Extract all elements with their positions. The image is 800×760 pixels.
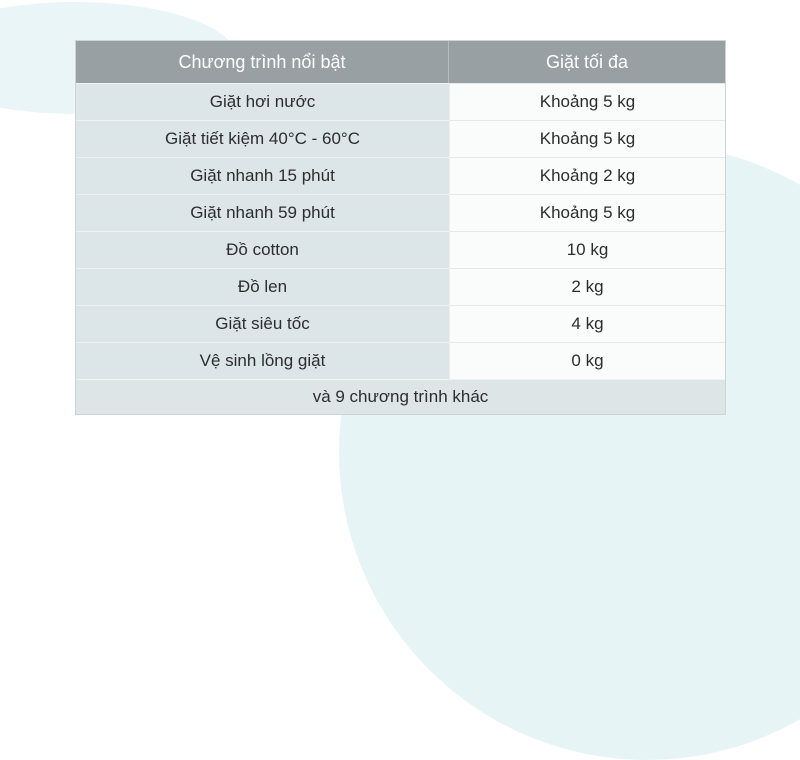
- header-cell-max-load: Giặt tối đa: [545, 51, 629, 72]
- table-row: Giặt tiết kiệm 40°C - 60°C Khoảng 5 kg: [76, 120, 725, 157]
- program-cell: Giặt hơi nước: [76, 83, 449, 120]
- table-row: Đồ cotton 10 kg: [76, 231, 725, 268]
- table-body: Giặt hơi nước Khoảng 5 kg Giặt tiết kiệm 4…: [76, 83, 725, 379]
- max-load-cell: 0 kg: [449, 342, 725, 379]
- program-cell: Đồ len: [76, 268, 449, 305]
- table-row: Giặt nhanh 15 phút Khoảng 2 kg: [76, 157, 725, 194]
- program-cell: Giặt siêu tốc: [76, 305, 449, 342]
- program-cell: Giặt nhanh 59 phút: [76, 194, 449, 231]
- program-cell: Đồ cotton: [76, 231, 449, 268]
- program-cell: Vệ sinh lồng giặt: [76, 342, 449, 379]
- table-row: Vệ sinh lồng giặt 0 kg: [76, 342, 725, 379]
- max-load-cell: Khoảng 5 kg: [449, 120, 725, 157]
- table-row: Đồ len 2 kg: [76, 268, 725, 305]
- max-load-cell: Khoảng 5 kg: [449, 83, 725, 120]
- max-load-cell: 10 kg: [449, 231, 725, 268]
- header-cell-program: Chương trình nổi bật: [76, 41, 449, 83]
- max-load-cell: Khoảng 2 kg: [449, 157, 725, 194]
- max-load-cell: Khoảng 5 kg: [449, 194, 725, 231]
- program-cell: Giặt tiết kiệm 40°C - 60°C: [76, 120, 449, 157]
- table-row: Giặt siêu tốc 4 kg: [76, 305, 725, 342]
- table-footer-note: và 9 chương trình khác: [76, 379, 725, 414]
- max-load-cell: 2 kg: [449, 268, 725, 305]
- table-row: Giặt hơi nước Khoảng 5 kg: [76, 83, 725, 120]
- program-cell: Giặt nhanh 15 phút: [76, 157, 449, 194]
- max-load-cell: 4 kg: [449, 305, 725, 342]
- table-header-row: Chương trình nổi bật Giặt tối đa: [76, 41, 725, 83]
- washing-programs-table: Chương trình nổi bật Giặt tối đa Giặt hơ…: [75, 40, 726, 415]
- table-row: Giặt nhanh 59 phút Khoảng 5 kg: [76, 194, 725, 231]
